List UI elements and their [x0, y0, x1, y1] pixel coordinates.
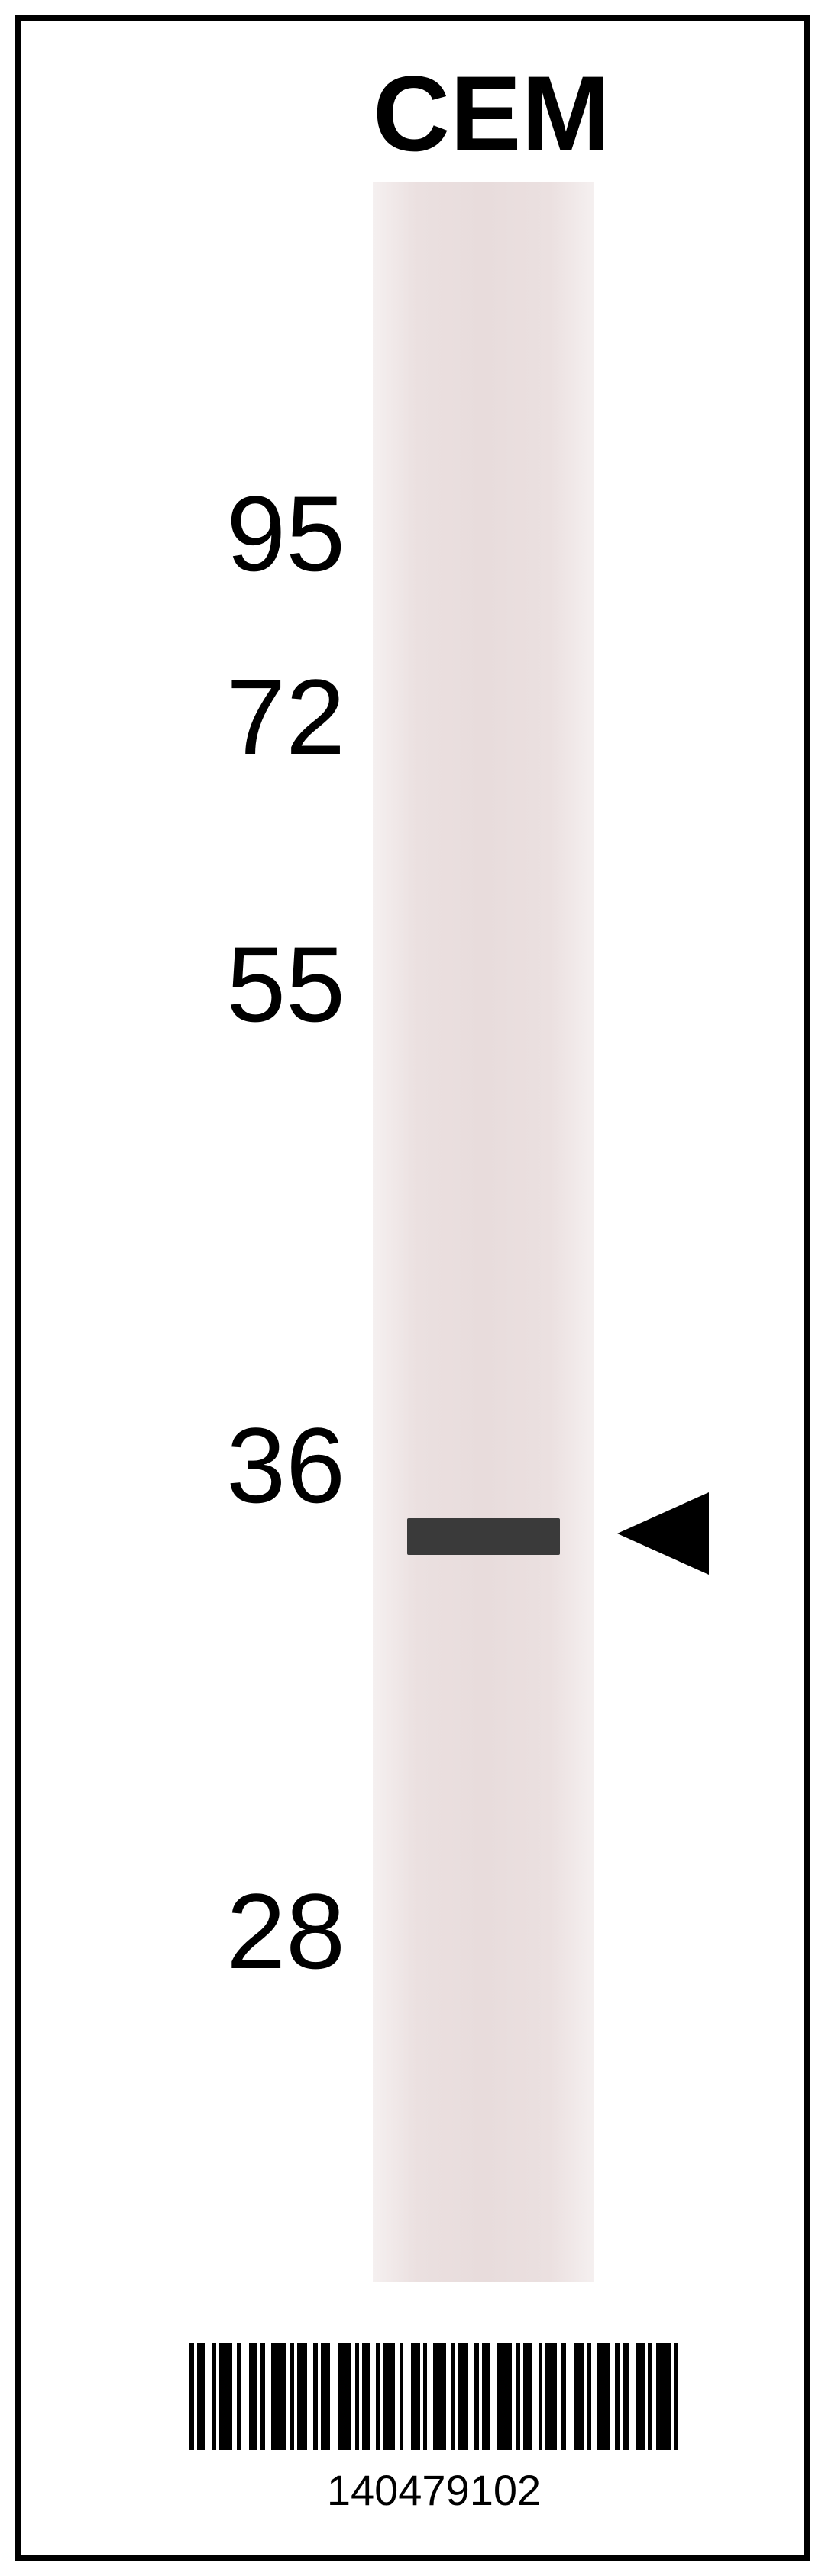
- blot-frame: CEM 95 72 55 36 28 140479102: [15, 15, 810, 2561]
- barcode: [189, 2343, 678, 2450]
- mw-marker-95: 95: [192, 472, 345, 596]
- blot-lane: [373, 182, 594, 2282]
- barcode-number: 140479102: [281, 2465, 587, 2515]
- protein-band: [407, 1518, 560, 1555]
- mw-marker-36: 36: [192, 1404, 345, 1527]
- arrow-icon: [617, 1488, 709, 1579]
- mw-marker-72: 72: [192, 655, 345, 779]
- mw-marker-28: 28: [192, 1870, 345, 1993]
- mw-marker-55: 55: [192, 923, 345, 1046]
- lane-label: CEM: [373, 52, 610, 176]
